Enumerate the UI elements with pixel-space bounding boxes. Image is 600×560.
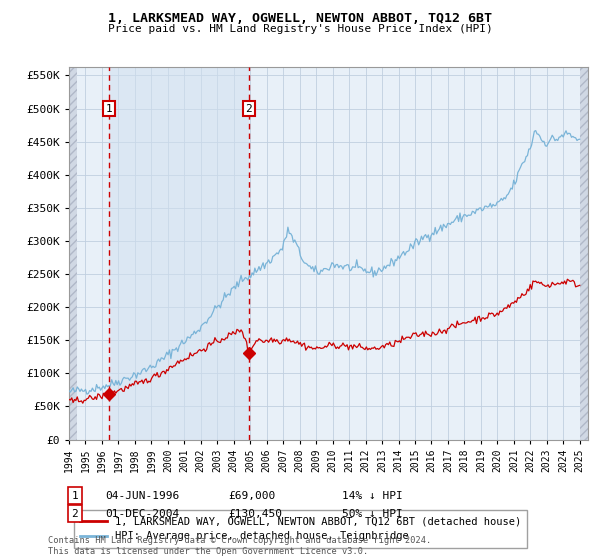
Text: 14% ↓ HPI: 14% ↓ HPI [342, 491, 403, 501]
Text: 2: 2 [71, 508, 79, 519]
Text: 04-JUN-1996: 04-JUN-1996 [105, 491, 179, 501]
Text: 1: 1 [106, 104, 112, 114]
Text: 2: 2 [245, 104, 252, 114]
Legend: 1, LARKSMEAD WAY, OGWELL, NEWTON ABBOT, TQ12 6BT (detached house), HPI: Average : 1, LARKSMEAD WAY, OGWELL, NEWTON ABBOT, … [74, 510, 527, 548]
Text: Contains HM Land Registry data © Crown copyright and database right 2024.
This d: Contains HM Land Registry data © Crown c… [48, 536, 431, 556]
Text: Price paid vs. HM Land Registry's House Price Index (HPI): Price paid vs. HM Land Registry's House … [107, 24, 493, 34]
Bar [109, 67, 249, 440]
Text: 01-DEC-2004: 01-DEC-2004 [105, 508, 179, 519]
Bar [580, 67, 588, 440]
Text: 1: 1 [71, 491, 79, 501]
Text: 1, LARKSMEAD WAY, OGWELL, NEWTON ABBOT, TQ12 6BT: 1, LARKSMEAD WAY, OGWELL, NEWTON ABBOT, … [108, 12, 492, 25]
Text: 50% ↓ HPI: 50% ↓ HPI [342, 508, 403, 519]
Bar [69, 67, 77, 440]
Text: £69,000: £69,000 [228, 491, 275, 501]
Text: £130,450: £130,450 [228, 508, 282, 519]
